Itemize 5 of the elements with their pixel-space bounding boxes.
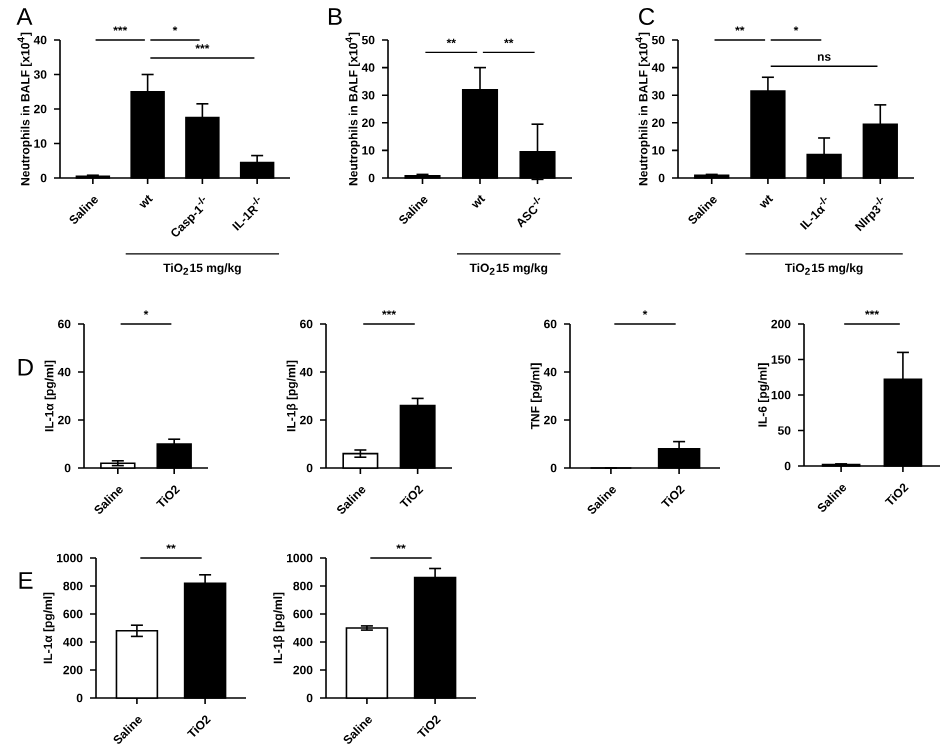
text: D xyxy=(18,358,33,376)
text: B xyxy=(328,8,342,25)
text: A xyxy=(16,8,33,25)
text: C xyxy=(639,8,655,26)
text: E xyxy=(19,572,33,589)
